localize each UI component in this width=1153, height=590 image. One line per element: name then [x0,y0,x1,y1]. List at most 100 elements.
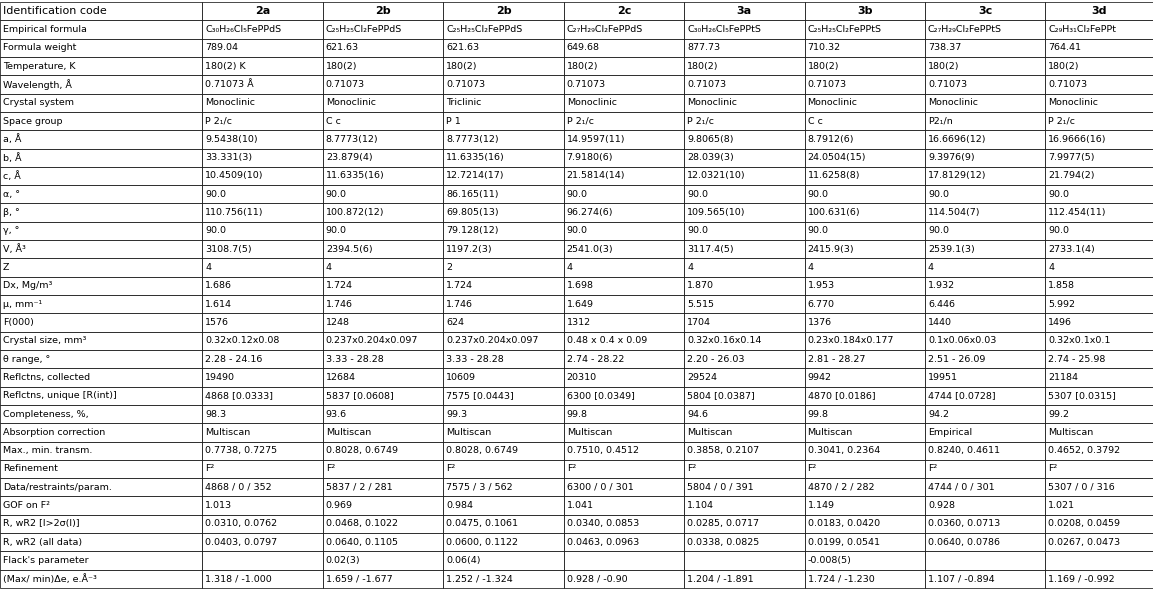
Text: C₂₉H₃₁Cl₂FePPt: C₂₉H₃₁Cl₂FePPt [1048,25,1116,34]
Text: b, Å: b, Å [3,153,22,163]
Bar [805,112,925,130]
Bar [925,368,1046,386]
Text: 180(2): 180(2) [807,61,839,71]
Text: 114.504(7): 114.504(7) [928,208,980,217]
Text: 4868 / 0 / 352: 4868 / 0 / 352 [205,483,272,492]
Text: P2₁/n: P2₁/n [928,117,952,126]
Bar [203,332,323,350]
Text: γ, °: γ, ° [3,227,20,235]
Text: 0.969: 0.969 [326,501,353,510]
Text: 6300 / 0 / 301: 6300 / 0 / 301 [566,483,633,492]
Bar [805,496,925,514]
Bar [1046,332,1153,350]
Bar [203,460,323,478]
Bar [564,350,684,368]
Bar [323,552,443,570]
Bar [925,149,1046,167]
Text: 17.8129(12): 17.8129(12) [928,172,987,181]
Bar [564,552,684,570]
Bar [564,277,684,295]
Text: 8.7773(12): 8.7773(12) [326,135,378,144]
Text: 1.932: 1.932 [928,281,955,290]
Bar [1046,368,1153,386]
Text: 0.32x0.1x0.1: 0.32x0.1x0.1 [1048,336,1110,345]
Text: Crystal system: Crystal system [3,98,74,107]
Bar [0,94,203,112]
Text: 2b: 2b [375,6,391,16]
Bar [323,478,443,496]
Text: 5307 [0.0315]: 5307 [0.0315] [1048,391,1116,400]
Bar [684,204,805,222]
Bar [684,332,805,350]
Bar [925,423,1046,441]
Bar [323,350,443,368]
Bar [684,185,805,204]
Text: 789.04: 789.04 [205,43,239,53]
Text: C₂₅H₂₅Cl₂FePPdS: C₂₅H₂₅Cl₂FePPdS [446,25,522,34]
Bar [564,570,684,588]
Text: 180(2): 180(2) [326,61,357,71]
Bar [323,130,443,149]
Bar [203,570,323,588]
Text: 69.805(13): 69.805(13) [446,208,499,217]
Text: 16.9666(16): 16.9666(16) [1048,135,1107,144]
Text: Monoclinic: Monoclinic [687,98,737,107]
Bar [0,514,203,533]
Text: 0.0199, 0.0541: 0.0199, 0.0541 [807,537,880,547]
Bar [564,38,684,57]
Text: Multiscan: Multiscan [566,428,612,437]
Text: 5837 [0.0608]: 5837 [0.0608] [326,391,393,400]
Bar [323,240,443,258]
Bar [0,386,203,405]
Bar [1046,167,1153,185]
Text: C₂₇H₂₉Cl₂FePPdS: C₂₇H₂₉Cl₂FePPdS [566,25,643,34]
Text: 0.71073: 0.71073 [807,80,846,89]
Text: 1496: 1496 [1048,318,1072,327]
Text: 9942: 9942 [807,373,831,382]
Text: 0.3858, 0.2107: 0.3858, 0.2107 [687,446,759,455]
Bar [805,240,925,258]
Text: 1576: 1576 [205,318,229,327]
Bar [0,295,203,313]
Bar [925,405,1046,423]
Bar [805,222,925,240]
Bar [805,149,925,167]
Text: Max., min. transm.: Max., min. transm. [3,446,92,455]
Text: 0.8028, 0.6749: 0.8028, 0.6749 [326,446,398,455]
Bar [443,112,564,130]
Text: 4: 4 [687,263,693,272]
Bar [925,478,1046,496]
Bar [684,460,805,478]
Text: 8.7912(6): 8.7912(6) [807,135,854,144]
Bar [443,20,564,38]
Bar [203,112,323,130]
Text: 0.0403, 0.0797: 0.0403, 0.0797 [205,537,278,547]
Text: GOF on F²: GOF on F² [3,501,50,510]
Bar [925,76,1046,94]
Bar [805,204,925,222]
Text: Space group: Space group [3,117,62,126]
Bar [1046,204,1153,222]
Text: 1.149: 1.149 [807,501,835,510]
Bar [805,2,925,20]
Bar [564,149,684,167]
Bar [203,258,323,277]
Bar [1046,295,1153,313]
Bar [805,552,925,570]
Bar [203,533,323,552]
Bar [564,185,684,204]
Bar [443,423,564,441]
Text: 621.63: 621.63 [446,43,480,53]
Bar [925,441,1046,460]
Bar [443,94,564,112]
Text: 1.686: 1.686 [205,281,233,290]
Text: Monoclinic: Monoclinic [928,98,978,107]
Text: 1440: 1440 [928,318,952,327]
Bar [684,386,805,405]
Text: a, Å: a, Å [3,135,22,145]
Bar [443,313,564,332]
Text: 96.274(6): 96.274(6) [566,208,613,217]
Text: 4870 [0.0186]: 4870 [0.0186] [807,391,875,400]
Bar [564,332,684,350]
Bar [323,405,443,423]
